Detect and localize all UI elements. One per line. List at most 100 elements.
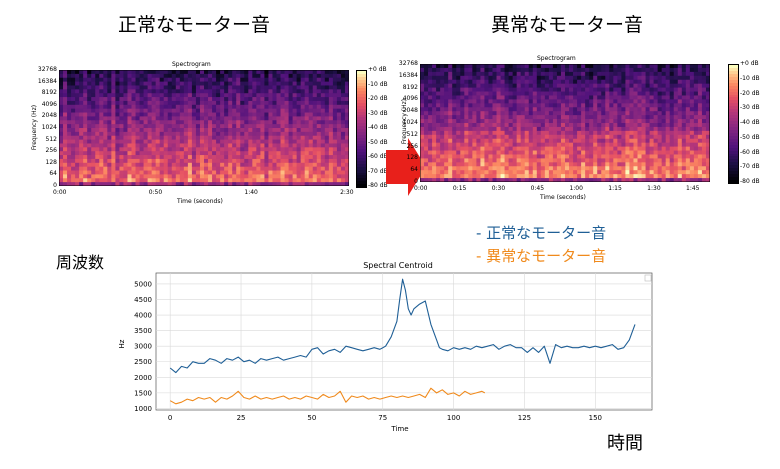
x-tick-label: 150 (589, 414, 602, 422)
spectrogram-xticks: 0:00 0:15 0:30 0:45 1:00 1:15 1:30 1:45 (414, 185, 710, 193)
y-tick-label: 8192 (41, 89, 57, 97)
y-tick-label: -40 dB (368, 124, 388, 131)
chart-xlabel: Time (390, 425, 408, 433)
y-tick-label: -50 dB (368, 138, 388, 146)
plot-frame (155, 272, 653, 411)
y-tick-label: 1000 (134, 405, 152, 413)
spectrogram-title: Spectrogram (537, 55, 576, 62)
x-tick-label: 0:45 (530, 185, 545, 192)
x-tick-label: 1:15 (608, 185, 622, 192)
arrow-shape (386, 138, 426, 196)
y-tick-label: 2000 (134, 374, 152, 382)
y-tick-label: 512 (406, 130, 418, 138)
y-tick-label: -60 dB (740, 148, 760, 156)
y-tick-label: -10 dB (740, 74, 760, 82)
abnormal-heading: 異常なモーター音 (491, 14, 644, 36)
x-tick-label: 2:30 (340, 189, 354, 196)
y-tick-label: -10 dB (368, 80, 388, 88)
y-tick-label: 4500 (134, 296, 152, 304)
y-tick-label: -20 dB (368, 95, 388, 102)
x-tick-label: 1:00 (569, 185, 583, 192)
y-tick-label: 256 (45, 147, 57, 155)
y-tick-label: 4096 (402, 95, 418, 103)
y-tick-label: 1500 (134, 389, 152, 397)
chart-title: Spectral Centroid (363, 261, 433, 270)
y-tick-label: -50 dB (740, 133, 760, 141)
y-tick-label: 2048 (402, 107, 418, 115)
x-tick-label: 50 (307, 414, 316, 422)
y-tick-label: -80 dB (368, 182, 388, 189)
spectrogram-normal: Spectrogram Frequency (Hz) 32768 16384 819… (20, 58, 388, 208)
x-tick-label: 0:00 (414, 185, 428, 192)
y-tick-label: -30 dB (368, 109, 388, 117)
y-tick-label: 128 (406, 154, 418, 162)
y-tick-label: 4000 (134, 312, 152, 320)
y-tick-label: 256 (406, 142, 418, 150)
spectrogram-yticks: 32768 16384 8192 4096 2048 1024 512 256 128 64 0 (20, 66, 57, 189)
x-tick-label: 0:00 (53, 189, 67, 196)
y-tick-label: 3500 (134, 327, 152, 335)
y-tick-label: 512 (45, 135, 57, 143)
spectrogram-abnormal: Spectrogram Frequency (Hz) 32768 16384 819… (385, 52, 777, 204)
y-tick-label: 1024 (402, 119, 418, 126)
x-tick-label: 100 (447, 414, 460, 422)
x-tick-label: 1:40 (244, 189, 258, 196)
y-tick-label: 0 (414, 178, 418, 185)
y-tick-label: 0 (53, 182, 57, 189)
spectrogram-colorbar (728, 64, 739, 184)
legend-abnormal: - 異常なモーター音 (476, 247, 607, 265)
y-tick-label: 3000 (134, 343, 152, 351)
y-tick-label: -80 dB (740, 178, 760, 185)
spectrogram-xlabel: Time (seconds) (540, 194, 586, 201)
y-tick-label: -20 dB (740, 89, 760, 97)
y-tick-label: -70 dB (368, 167, 388, 175)
y-tick-label: 1024 (41, 124, 57, 131)
normal-heading: 正常なモーター音 (118, 14, 271, 36)
colorbar-labels: +0 dB -10 dB -20 dB -30 dB -40 dB -50 dB -60 d… (368, 66, 398, 189)
y-tick-label: 32768 (37, 66, 57, 73)
x-tick-label: 0:15 (452, 185, 467, 192)
x-tick-label: 0:50 (148, 189, 163, 196)
x-tick-label: 125 (518, 414, 531, 422)
x-tick-label: 25 (237, 414, 246, 422)
y-tick-label: +0 dB (368, 66, 387, 73)
colorbar-labels: +0 dB -10 dB -20 dB -30 dB -40 dB -50 dB -60 d… (740, 60, 774, 185)
spectrogram-colorbar (356, 70, 367, 188)
y-tick-label: -70 dB (740, 163, 760, 171)
y-tick-label: 64 (410, 166, 418, 174)
y-tick-label: 16384 (398, 71, 418, 79)
x-tick-label: 0:30 (491, 185, 506, 192)
y-tick-label: -40 dB (740, 119, 760, 126)
spectrogram-xticks: 0:00 0:50 1:40 2:30 (53, 189, 354, 197)
legend-normal: - 正常なモーター音 (476, 224, 607, 242)
series-line-abnormal (169, 387, 486, 405)
spectrogram-image (420, 64, 711, 183)
series-line-normal (169, 278, 636, 374)
y-tick-label: 8192 (402, 83, 418, 91)
y-tick-label: 4096 (41, 100, 57, 108)
y-tick-label: -30 dB (740, 104, 760, 112)
x-side-label: 時間 (607, 433, 643, 454)
y-tick-label: +0 dB (740, 60, 759, 67)
y-tick-label: 5000 (134, 280, 152, 288)
chart-ylabel: Hz (118, 339, 126, 348)
y-tick-label: 32768 (398, 60, 418, 67)
y-tick-label: 16384 (37, 77, 57, 85)
y-tick-label: 2048 (41, 112, 57, 120)
x-tick-label: 1:30 (647, 185, 661, 192)
y-tick-label: 2500 (134, 358, 152, 366)
spectrogram-image (59, 70, 350, 187)
x-tick-label: 1:45 (686, 185, 700, 192)
x-tick-label: 75 (378, 414, 387, 422)
spectrogram-title: Spectrogram (172, 61, 211, 68)
chart-legend-box (644, 274, 652, 282)
y-tick-label: -60 dB (368, 153, 388, 160)
spectrogram-xlabel: Time (seconds) (177, 198, 223, 205)
y-tick-label: 128 (45, 158, 57, 166)
spectral-centroid-chart: Spectral Centroid Time Hz 0 25 50 75 100 125 1… (118, 261, 653, 433)
x-tick-label: 0 (168, 414, 172, 422)
arrow-icon (386, 138, 426, 200)
y-side-label: 周波数 (56, 253, 105, 272)
spectrogram-yticks: 32768 16384 8192 4096 2048 1024 512 256 128 64 0 (385, 60, 418, 185)
y-tick-label: 64 (49, 170, 57, 178)
